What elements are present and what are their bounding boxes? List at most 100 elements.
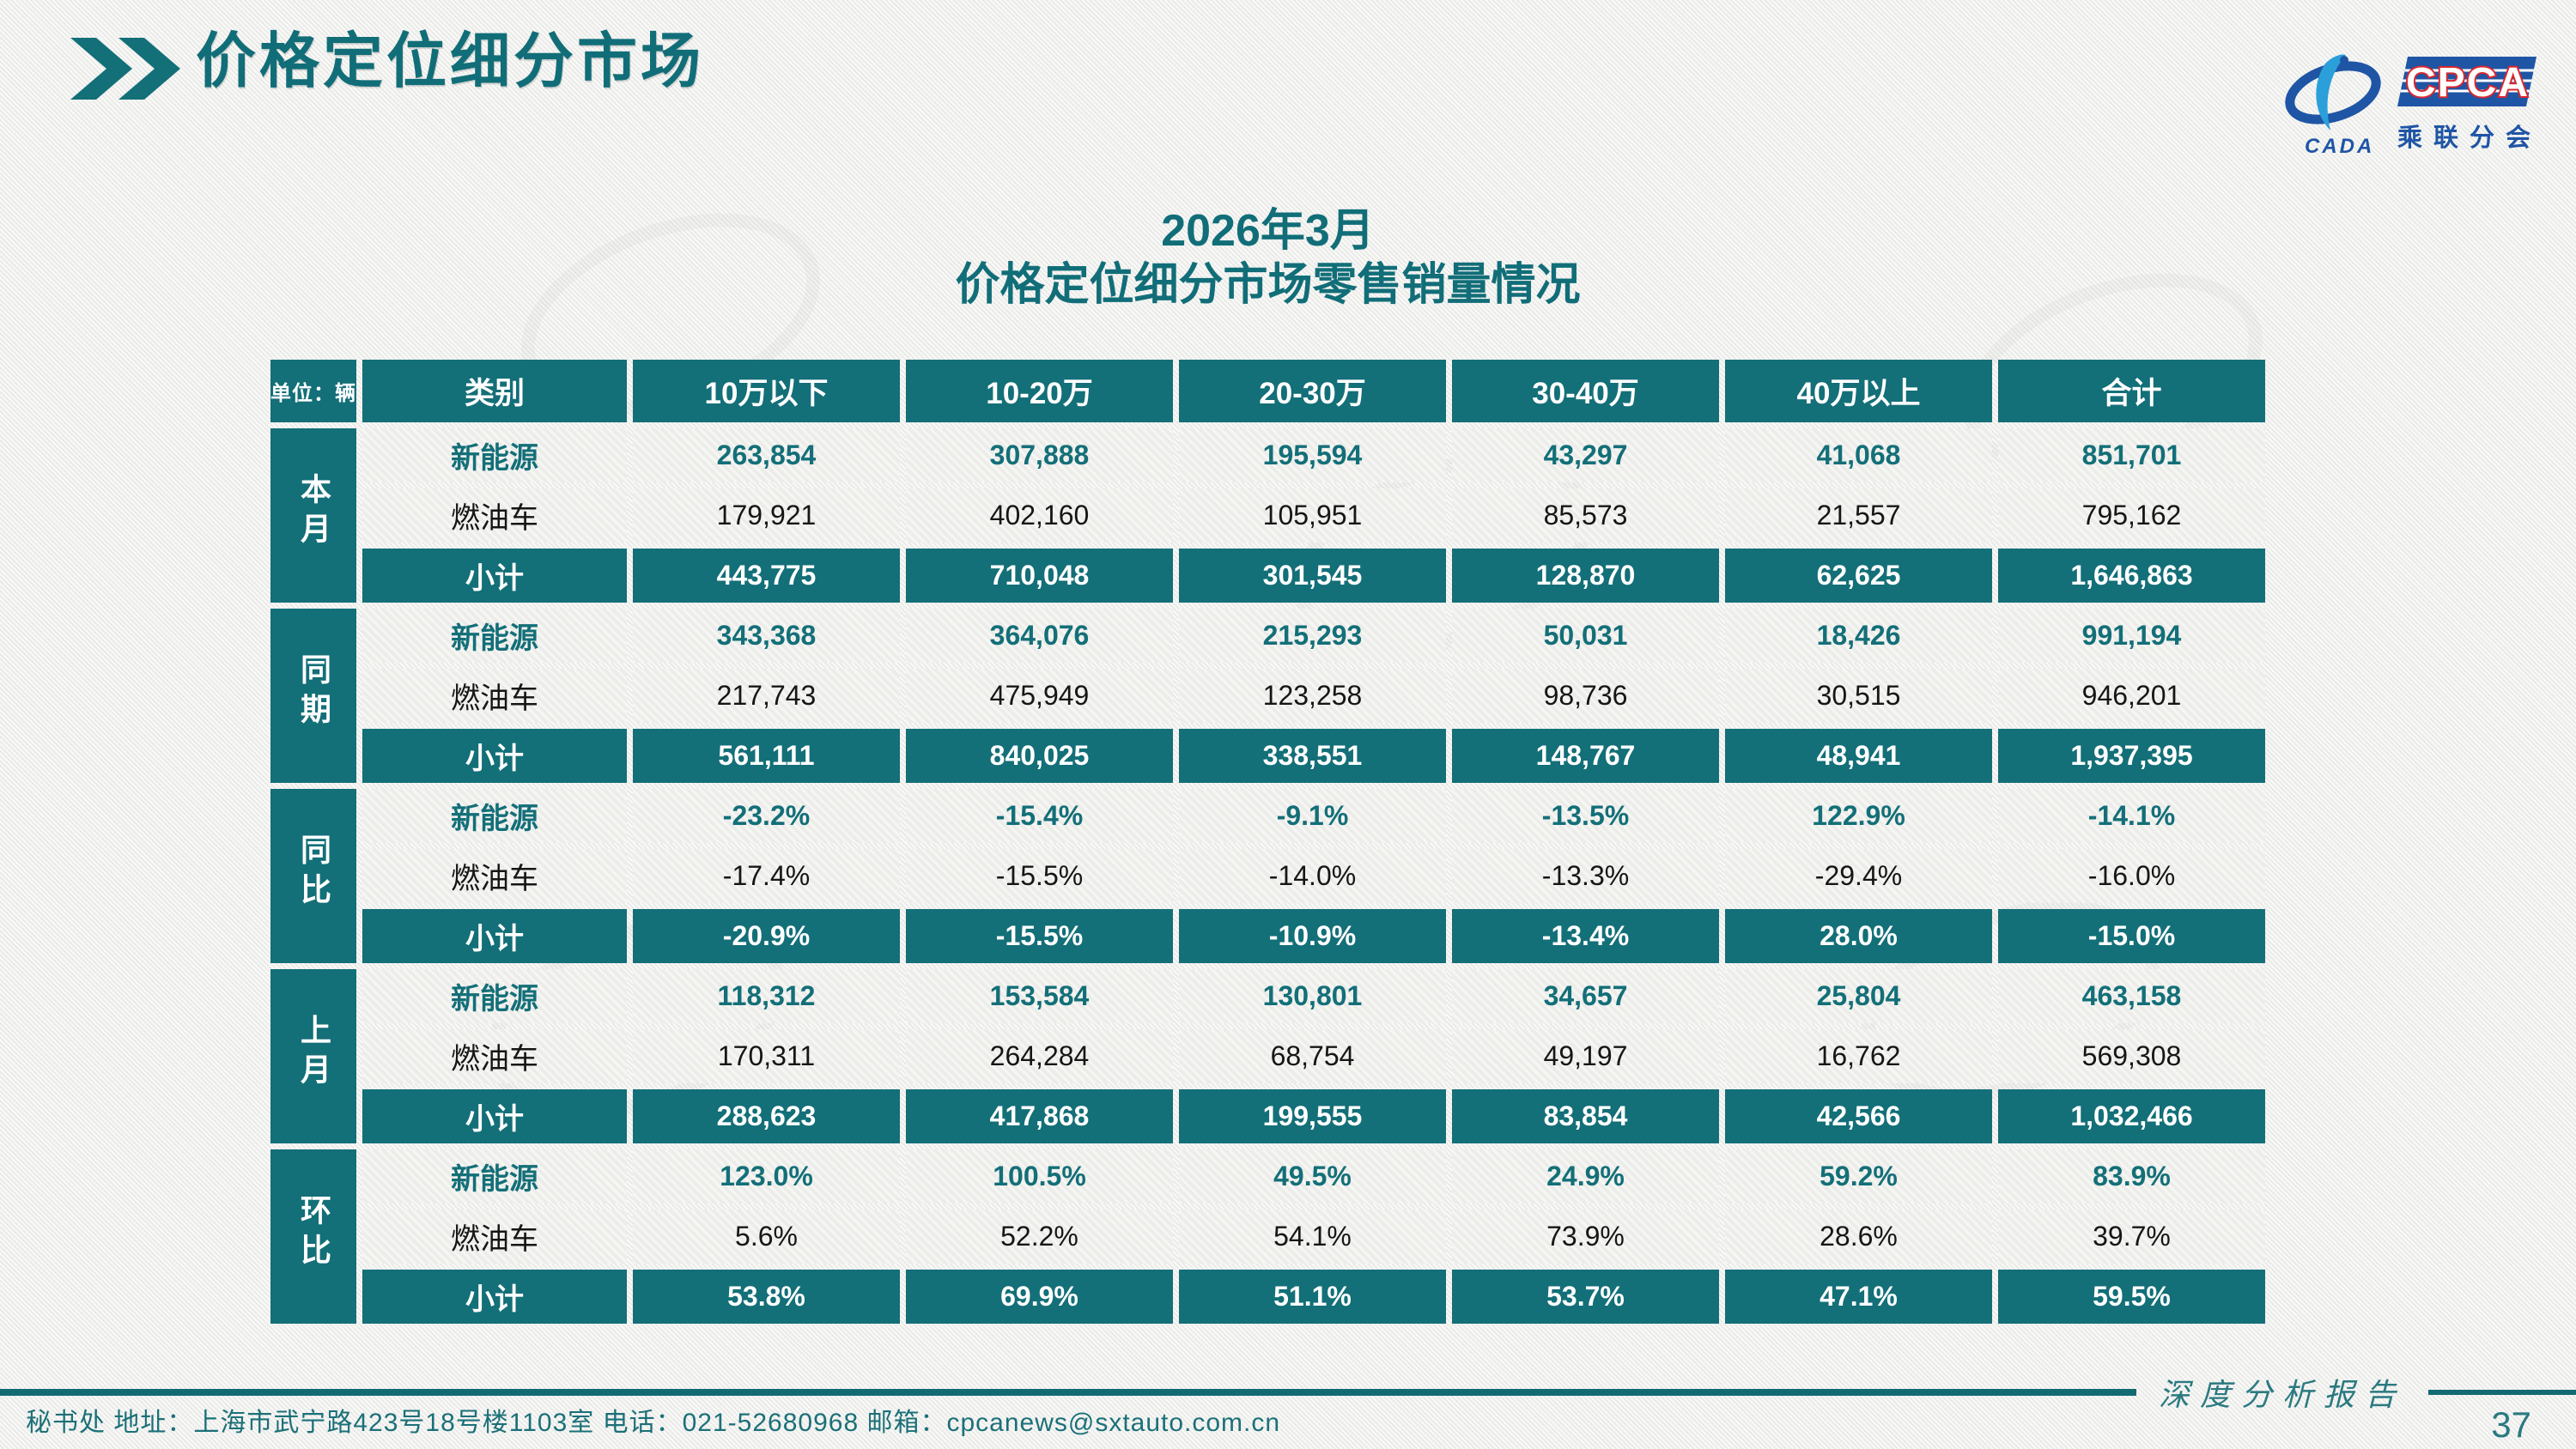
value-cell: -13.3% <box>1452 849 1719 903</box>
value-cell: 153,584 <box>906 969 1173 1023</box>
value-cell: 41,068 <box>1725 428 1992 482</box>
value-cell: 24.9% <box>1452 1149 1719 1203</box>
value-cell: 463,158 <box>1998 969 2265 1023</box>
value-cell: 42,566 <box>1725 1089 1992 1143</box>
value-cell: 561,111 <box>633 729 900 783</box>
value-cell: -15.5% <box>906 909 1173 963</box>
row-group-label: 同比 <box>296 833 331 912</box>
value-cell: 118,312 <box>633 969 900 1023</box>
value-cell: 123,258 <box>1179 669 1446 723</box>
table-row: 小计 443,775 710,048 301,545 128,870 62,625 1,64… <box>270 549 2265 603</box>
value-cell: 83.9% <box>1998 1149 2265 1203</box>
value-cell: 215,293 <box>1179 609 1446 663</box>
row-group-cell: 环比 <box>270 1149 356 1324</box>
sales-table: 单位：辆 类别 10万以下 10-20万 20-30万 30-40万 40万以上 合计 本月 新能… <box>264 354 2271 1330</box>
svg-text:乘联分会: 乘联分会 <box>2397 124 2537 152</box>
row-group-label: 同期 <box>296 652 331 732</box>
value-cell: 59.2% <box>1725 1149 1992 1203</box>
value-cell: 1,032,466 <box>1998 1089 2265 1143</box>
value-cell: 851,701 <box>1998 428 2265 482</box>
table-row: 小计 -20.9% -15.5% -10.9% -13.4% 28.0% -15.0% <box>270 909 2265 963</box>
category-cell: 新能源 <box>362 789 627 843</box>
value-cell: 59.5% <box>1998 1270 2265 1324</box>
cpca-banner: CPCA 乘联分会 <box>2397 57 2537 152</box>
value-cell: 62,625 <box>1725 549 1992 603</box>
value-cell: -15.4% <box>906 789 1173 843</box>
row-group-label: 本月 <box>296 472 331 552</box>
value-cell: 179,921 <box>633 488 900 543</box>
table-row: 同期 新能源 343,368 364,076 215,293 50,031 18,426 99… <box>270 609 2265 783</box>
value-cell: 402,160 <box>906 488 1173 543</box>
value-cell: -15.0% <box>1998 909 2265 963</box>
value-cell: 68,754 <box>1179 1029 1446 1083</box>
value-cell: 49.5% <box>1179 1149 1446 1203</box>
table-row: 小计 561,111 840,025 338,551 148,767 48,941 1,93… <box>270 729 2265 783</box>
category-cell: 燃油车 <box>362 669 627 723</box>
table-row: 本月 新能源 263,854 307,888 195,594 43,297 41,068 85… <box>270 428 2265 603</box>
value-cell: 49,197 <box>1452 1029 1719 1083</box>
value-cell: 28.6% <box>1725 1210 1992 1264</box>
footer-rule-row: 深度分析报告 <box>0 1375 2576 1413</box>
column-header: 10-20万 <box>906 360 1173 422</box>
value-cell: -13.5% <box>1452 789 1719 843</box>
value-cell: 263,854 <box>633 428 900 482</box>
value-cell: 148,767 <box>1452 729 1719 783</box>
value-cell: 16,762 <box>1725 1029 1992 1083</box>
value-cell: 34,657 <box>1452 969 1719 1023</box>
category-cell: 小计 <box>362 909 627 963</box>
table-row: 燃油车 170,311 264,284 68,754 49,197 16,762 569,3… <box>270 1029 2265 1083</box>
value-cell: 1,646,863 <box>1998 549 2265 603</box>
table-row: 燃油车 179,921 402,160 105,951 85,573 21,557 795,… <box>270 488 2265 543</box>
value-cell: 83,854 <box>1452 1089 1719 1143</box>
value-cell: -17.4% <box>633 849 900 903</box>
table-row: 燃油车 217,743 475,949 123,258 98,736 30,515 946,… <box>270 669 2265 723</box>
value-cell: 25,804 <box>1725 969 1992 1023</box>
value-cell: -9.1% <box>1179 789 1446 843</box>
value-cell: 199,555 <box>1179 1089 1446 1143</box>
value-cell: 338,551 <box>1179 729 1446 783</box>
value-cell: 52.2% <box>906 1210 1173 1264</box>
row-group-cell: 同比 <box>270 789 356 963</box>
cada-swoosh-icon: CADA <box>2285 54 2381 158</box>
value-cell: 48,941 <box>1725 729 1992 783</box>
table-row: 小计 288,623 417,868 199,555 83,854 42,566 1,032… <box>270 1089 2265 1143</box>
value-cell: 195,594 <box>1179 428 1446 482</box>
value-cell: 5.6% <box>633 1210 900 1264</box>
table-row: 小计 53.8% 69.9% 51.1% 53.7% 47.1% 59.5% <box>270 1270 2265 1324</box>
value-cell: -10.9% <box>1179 909 1446 963</box>
value-cell: 123.0% <box>633 1149 900 1203</box>
value-cell: 443,775 <box>633 549 900 603</box>
svg-text:CADA: CADA <box>2305 135 2374 158</box>
table-row: 环比 新能源 123.0% 100.5% 49.5% 24.9% 59.2% 83.9% <box>270 1149 2265 1324</box>
category-cell: 新能源 <box>362 1149 627 1203</box>
footer-rule-left <box>0 1389 2136 1396</box>
value-cell: 18,426 <box>1725 609 1992 663</box>
table-row: 上月 新能源 118,312 153,584 130,801 34,657 25,804 46… <box>270 969 2265 1143</box>
value-cell: 53.7% <box>1452 1270 1719 1324</box>
category-cell: 燃油车 <box>362 1029 627 1083</box>
category-cell: 燃油车 <box>362 849 627 903</box>
value-cell: 569,308 <box>1998 1029 2265 1083</box>
column-header: 合计 <box>1998 360 2265 422</box>
value-cell: -29.4% <box>1725 849 1992 903</box>
value-cell: 21,557 <box>1725 488 1992 543</box>
value-cell: 105,951 <box>1179 488 1446 543</box>
value-cell: 43,297 <box>1452 428 1719 482</box>
value-cell: 73.9% <box>1452 1210 1719 1264</box>
table-title-line1: 2026年3月 <box>1161 206 1375 256</box>
value-cell: 28.0% <box>1725 909 1992 963</box>
value-cell: 217,743 <box>633 669 900 723</box>
value-cell: -15.5% <box>906 849 1173 903</box>
footer-rule-right <box>2428 1390 2576 1395</box>
category-cell: 新能源 <box>362 609 627 663</box>
table-title: 2026年3月 价格定位细分市场零售销量情况 <box>264 204 2271 312</box>
value-cell: 288,623 <box>633 1089 900 1143</box>
double-chevron-icon <box>70 38 185 104</box>
table-row: 燃油车 -17.4% -15.5% -14.0% -13.3% -29.4% -16.0% <box>270 849 2265 903</box>
table-title-line2: 价格定位细分市场零售销量情况 <box>955 260 1581 310</box>
value-cell: 307,888 <box>906 428 1173 482</box>
value-cell: 122.9% <box>1725 789 1992 843</box>
value-cell: 710,048 <box>906 549 1173 603</box>
svg-text:CPCA: CPCA <box>2406 60 2530 106</box>
